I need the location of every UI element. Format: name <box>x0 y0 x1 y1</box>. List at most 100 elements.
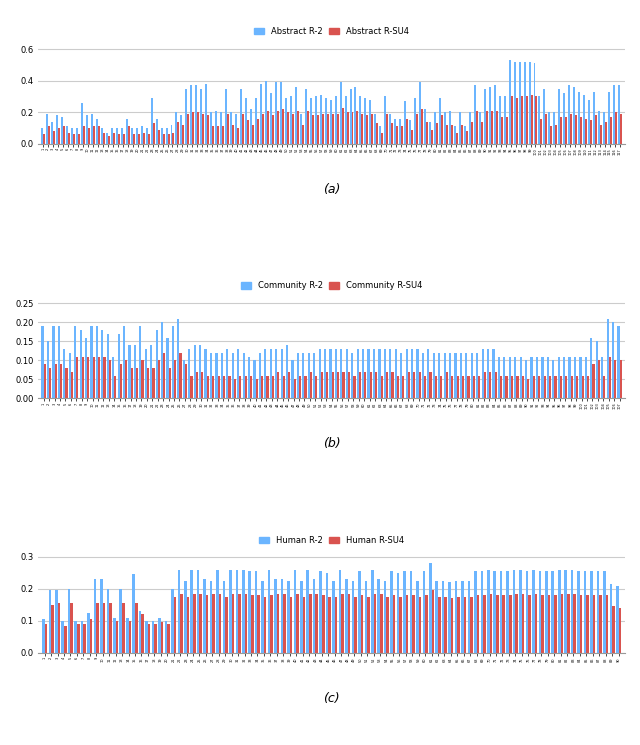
Bar <box>194 345 196 399</box>
Bar <box>428 349 429 399</box>
Bar <box>96 326 98 399</box>
Bar <box>212 375 214 399</box>
Bar <box>296 594 299 653</box>
Bar <box>609 584 612 653</box>
Bar <box>161 622 163 653</box>
Bar <box>107 589 109 653</box>
Bar <box>529 62 531 144</box>
Bar <box>226 349 228 399</box>
Bar <box>422 571 425 653</box>
Bar <box>140 326 141 399</box>
Bar <box>509 595 511 653</box>
Bar <box>344 96 346 144</box>
Bar <box>612 606 614 653</box>
Bar <box>522 594 524 653</box>
Bar <box>313 352 316 399</box>
Bar <box>514 357 516 399</box>
Bar <box>221 352 223 399</box>
Bar <box>64 626 67 653</box>
Bar <box>316 375 317 399</box>
Bar <box>585 118 588 144</box>
Bar <box>313 579 316 653</box>
Bar <box>248 357 250 399</box>
Bar <box>173 597 176 653</box>
Bar <box>152 368 154 399</box>
Bar <box>552 571 554 653</box>
Bar <box>491 111 493 144</box>
Bar <box>610 117 612 144</box>
Bar <box>225 89 227 144</box>
Bar <box>120 589 122 653</box>
Bar <box>315 96 317 144</box>
Bar <box>540 118 543 144</box>
Bar <box>108 136 110 144</box>
Bar <box>253 361 255 399</box>
Bar <box>503 357 506 399</box>
Bar <box>275 82 277 144</box>
Bar <box>414 98 416 144</box>
Bar <box>568 86 570 144</box>
Bar <box>614 361 616 399</box>
Bar <box>387 114 388 144</box>
Bar <box>310 372 312 399</box>
Bar <box>416 581 419 653</box>
Bar <box>193 112 195 144</box>
Bar <box>378 349 381 399</box>
Bar <box>305 375 307 399</box>
Bar <box>601 357 604 399</box>
Bar <box>87 357 90 399</box>
Bar <box>493 571 496 653</box>
Bar <box>406 118 408 144</box>
Bar <box>332 581 335 653</box>
Bar <box>49 590 51 653</box>
Bar <box>392 372 394 399</box>
Bar <box>454 127 456 144</box>
Bar <box>351 581 354 653</box>
Bar <box>319 349 321 399</box>
Bar <box>100 579 102 653</box>
Bar <box>244 594 247 653</box>
Bar <box>68 133 70 144</box>
Bar <box>85 337 87 399</box>
Bar <box>290 597 292 653</box>
Bar <box>322 114 324 144</box>
Bar <box>541 595 544 653</box>
Bar <box>88 128 90 144</box>
Bar <box>126 618 129 653</box>
Bar <box>74 326 76 399</box>
Bar <box>163 352 165 399</box>
Bar <box>229 569 232 653</box>
Text: (a): (a) <box>323 183 340 196</box>
Bar <box>335 96 337 144</box>
Bar <box>356 111 358 144</box>
Bar <box>345 579 348 653</box>
Bar <box>532 569 535 653</box>
Bar <box>403 375 404 399</box>
Bar <box>381 375 383 399</box>
Bar <box>132 574 135 653</box>
Bar <box>380 594 383 653</box>
Bar <box>150 345 152 399</box>
Bar <box>531 357 532 399</box>
Bar <box>400 352 403 399</box>
Bar <box>138 134 140 144</box>
Bar <box>215 352 218 399</box>
Bar <box>287 581 290 653</box>
Bar <box>590 337 593 399</box>
Bar <box>255 571 257 653</box>
Bar <box>509 357 511 399</box>
Bar <box>487 349 489 399</box>
Bar <box>101 330 104 399</box>
Bar <box>585 357 587 399</box>
Bar <box>337 114 339 144</box>
Bar <box>515 594 518 653</box>
Bar <box>378 579 380 653</box>
Bar <box>183 361 185 399</box>
Bar <box>77 624 79 653</box>
Bar <box>212 127 214 144</box>
Legend: Human R-2, Human R-SU4: Human R-2, Human R-SU4 <box>259 536 404 545</box>
Bar <box>618 326 620 399</box>
Bar <box>593 595 595 653</box>
Bar <box>44 364 46 399</box>
Bar <box>487 569 490 653</box>
